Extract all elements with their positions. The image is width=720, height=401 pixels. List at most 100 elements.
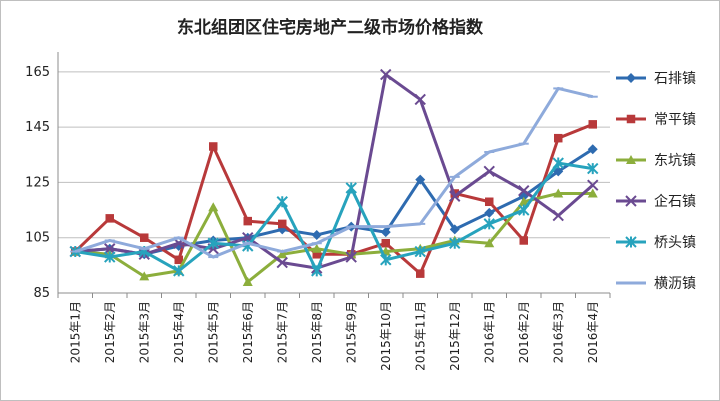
legend-label: 企石镇 [654,193,696,210]
data-point [483,218,495,230]
data-point [518,184,530,197]
data-point [587,179,599,191]
legend-label: 桥头镇 [654,235,696,251]
data-point [242,276,253,286]
data-point [625,195,637,207]
legend-label: 常平镇 [654,112,696,128]
data-point [381,238,390,248]
x-tick-label: 2015年4月 [172,301,186,363]
data-point [625,236,637,248]
x-tick-label: 2015年11月 [413,301,427,371]
data-point [380,254,392,266]
chart-title: 东北组团区住宅房地产二级市场价格指数 [177,17,484,38]
data-point [415,174,426,185]
data-point [278,219,287,229]
data-point [518,196,529,206]
data-point [484,238,495,248]
data-point [207,237,219,249]
x-tick-label: 2016年1月 [482,301,496,363]
data-point [208,202,219,212]
legend-item: 常平镇 [616,112,696,128]
x-tick-label: 2015年10月 [379,301,393,371]
x-tick-label: 2016年3月 [551,301,565,363]
series-6 [70,86,598,259]
x-tick-label: 2015年2月 [103,301,117,363]
data-point [449,224,460,235]
data-point [345,251,357,263]
data-point [105,214,114,223]
series-line [75,73,594,270]
data-point [104,243,116,255]
data-point [553,188,564,198]
series-line [75,161,593,273]
legend-item: 企石镇 [616,193,696,210]
data-point [588,120,597,129]
y-tick-label: 145 [25,120,50,135]
y-tick-label: 165 [25,65,50,80]
data-point [414,245,426,258]
data-point [174,255,183,265]
x-tick-label: 2015年5月 [206,301,220,363]
data-point [626,155,636,164]
data-point [484,207,495,218]
series-line [75,191,593,284]
data-point [104,251,116,263]
y-tick-label: 125 [25,175,50,190]
data-point [519,236,528,245]
data-point [276,196,288,208]
x-tick-label: 2015年9月 [344,301,358,363]
legend-label: 横沥镇 [654,276,696,292]
data-point [449,190,461,202]
legend-label: 东坑镇 [654,153,696,169]
x-tick-label: 2015年3月 [137,301,151,363]
data-point [414,93,426,106]
series-5 [69,157,599,277]
data-point [276,256,288,269]
data-point [587,162,599,175]
legend-label: 石排镇 [654,71,696,87]
data-point [626,73,636,83]
data-point [380,227,391,238]
data-point [554,133,563,143]
x-tick-label: 2016年2月 [517,301,531,363]
legend-item: 横沥镇 [616,276,696,292]
data-point [483,165,495,178]
x-tick-label: 2015年8月 [310,301,324,363]
data-point [518,204,530,216]
data-point [139,271,150,281]
data-point [140,233,149,242]
data-point [485,197,494,207]
data-point [416,269,425,278]
data-point [173,265,185,277]
legend-item: 石排镇 [616,71,696,87]
data-point [449,237,461,249]
data-point [311,229,322,240]
legend-item: 东坑镇 [616,153,696,169]
x-tick-label: 2015年1月 [68,301,82,363]
x-tick-label: 2015年7月 [275,301,289,363]
data-point [552,157,564,169]
data-point [552,209,564,222]
x-tick-label: 2016年4月 [586,301,600,363]
series-layer [69,68,599,286]
data-point [312,250,321,259]
data-point [277,249,288,259]
data-point [311,243,322,253]
y-tick-label: 85 [33,286,50,301]
data-point [345,182,357,194]
legend-item: 桥头镇 [616,235,696,251]
x-tick-label: 2015年12月 [448,301,462,371]
data-point [243,216,252,226]
series-line [74,86,594,259]
data-point [380,68,392,81]
data-point [626,114,636,124]
axis-layer: 85 105 125 145 165 2015年1月 2015年2月 2015年3月 2015年… [25,52,611,371]
data-point [311,265,323,277]
data-point [587,144,598,155]
y-tick-label: 105 [25,231,50,246]
x-tick-label: 2015年6月 [241,301,255,363]
